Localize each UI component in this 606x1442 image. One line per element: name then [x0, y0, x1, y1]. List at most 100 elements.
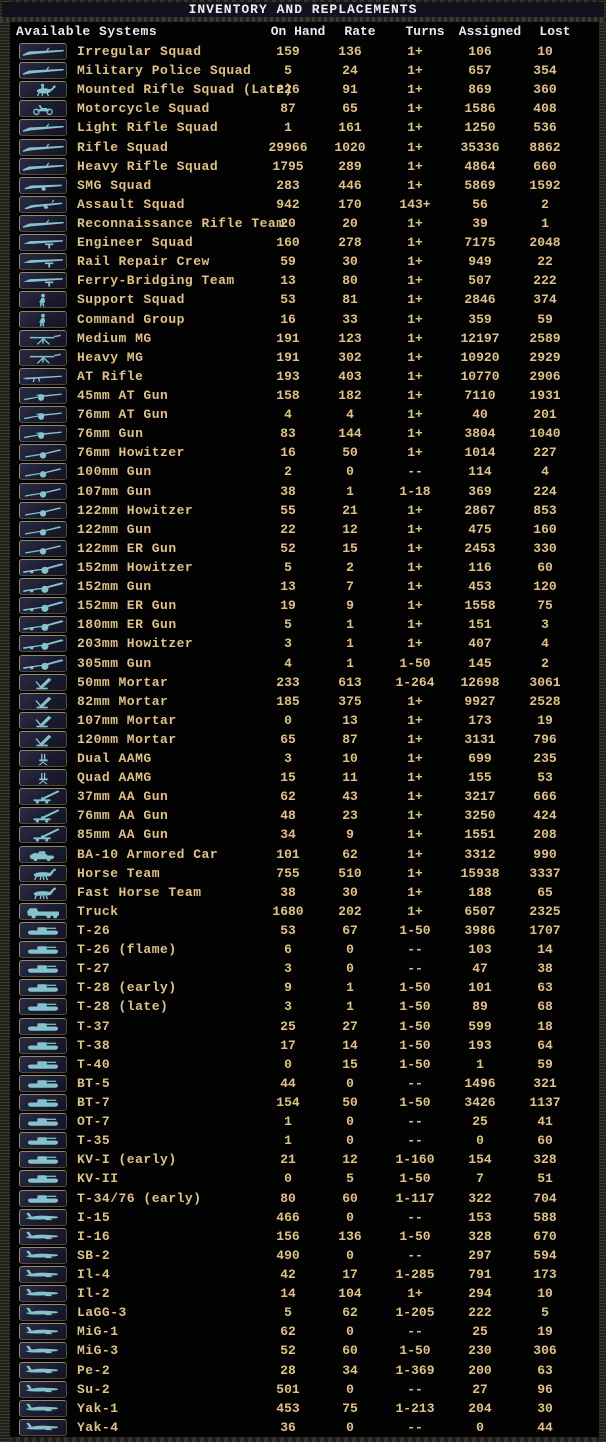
unit-icon-button[interactable]	[19, 367, 67, 385]
unit-icon-button[interactable]	[19, 1189, 67, 1207]
unit-icon-button[interactable]	[19, 1266, 67, 1283]
unit-icon-button[interactable]	[19, 62, 67, 80]
unit-icon-button[interactable]	[19, 730, 67, 748]
lost-value: 2	[541, 196, 549, 212]
unit-icon-button[interactable]	[19, 807, 67, 825]
unit-icon-button[interactable]	[19, 1151, 67, 1169]
unit-icon-button[interactable]	[19, 195, 67, 213]
unit-icon-button[interactable]	[19, 1399, 67, 1417]
unit-icon-button[interactable]	[19, 1361, 67, 1379]
unit-icon-button[interactable]	[19, 386, 67, 404]
unit-icon-button[interactable]	[19, 654, 67, 672]
unit-icon-button[interactable]	[19, 1132, 67, 1150]
unit-icon-button[interactable]	[19, 845, 67, 863]
unit-icon-button[interactable]	[19, 941, 67, 959]
turns-value: 1+	[407, 521, 423, 537]
system-name: 152mm Howitzer	[77, 559, 194, 575]
unit-icon-button[interactable]	[19, 406, 67, 424]
unit-icon-button[interactable]	[19, 1285, 67, 1303]
unit-icon-button[interactable]	[19, 597, 67, 615]
unit-icon-button[interactable]	[19, 176, 67, 194]
unit-icon-button[interactable]	[19, 1304, 67, 1322]
unit-icon-button[interactable]	[19, 1342, 67, 1360]
unit-icon-button[interactable]	[19, 788, 67, 806]
unit-icon-button[interactable]	[19, 1170, 67, 1188]
on-hand-value: 158	[276, 387, 300, 403]
tank-icon	[28, 1041, 58, 1050]
unit-icon-button[interactable]	[19, 425, 67, 443]
unit-icon-button[interactable]	[19, 444, 67, 462]
unit-icon-button[interactable]	[19, 558, 67, 576]
unit-icon-button[interactable]	[19, 253, 67, 271]
lost-value: 63	[537, 980, 553, 996]
unit-icon-button[interactable]	[19, 998, 67, 1016]
system-name: Mounted Rifle Squad (Late)	[77, 82, 293, 98]
unit-icon-button[interactable]	[19, 692, 67, 710]
unit-icon-button[interactable]	[19, 902, 67, 920]
system-name: BT-5	[77, 1075, 111, 1091]
turns-value: 1+	[407, 808, 423, 824]
unit-icon-button[interactable]	[19, 1380, 67, 1398]
unit-icon-button[interactable]	[19, 291, 67, 309]
unit-icon-button[interactable]	[19, 1227, 67, 1245]
unit-icon-button[interactable]	[19, 348, 67, 366]
unit-icon-button[interactable]	[19, 1036, 67, 1054]
unit-icon-button[interactable]	[19, 329, 67, 347]
unit-icon-button[interactable]	[19, 1094, 67, 1112]
unit-icon-button[interactable]	[19, 501, 67, 519]
assigned-value: 2846	[464, 292, 496, 308]
unit-icon-button[interactable]	[19, 1246, 67, 1264]
unit-icon-button[interactable]	[19, 769, 67, 787]
unit-icon-button[interactable]	[19, 1074, 67, 1092]
unit-icon-button[interactable]	[19, 616, 67, 634]
unit-icon-button[interactable]	[19, 673, 67, 691]
table-row: OT-7 1 0 -- 25 41	[0, 1112, 606, 1131]
unit-icon-button[interactable]	[19, 482, 67, 500]
unit-icon-button[interactable]	[19, 979, 67, 997]
unit-icon-button[interactable]	[19, 520, 67, 538]
unit-icon-button[interactable]	[19, 310, 67, 328]
rate-value: 65	[342, 101, 358, 117]
unit-icon-button[interactable]	[19, 864, 67, 882]
table-row: Truck 1680 202 1+ 6507 2325	[0, 902, 606, 921]
unit-icon-button[interactable]	[19, 157, 67, 175]
unit-icon-button[interactable]	[19, 883, 67, 901]
lost-value: 8862	[529, 139, 561, 155]
unit-icon-button[interactable]	[19, 100, 67, 118]
unit-icon-button[interactable]	[19, 272, 67, 290]
unit-icon-button[interactable]	[19, 539, 67, 557]
rate-value: 21	[342, 502, 358, 518]
lost-value: 227	[533, 445, 557, 461]
turns-value: 1+	[407, 540, 423, 556]
unit-icon-button[interactable]	[19, 711, 67, 729]
lost-value: 990	[533, 846, 557, 862]
unit-icon-button[interactable]	[19, 960, 67, 978]
unit-icon-button[interactable]	[19, 635, 67, 653]
plane-icon	[26, 1403, 59, 1411]
turns-value: --	[407, 1381, 423, 1397]
unit-icon-button[interactable]	[19, 826, 67, 844]
on-hand-value: 942	[276, 196, 300, 212]
unit-icon-button[interactable]	[19, 119, 67, 137]
lost-value: 224	[533, 483, 557, 499]
unit-icon-button[interactable]	[19, 750, 67, 768]
unit-icon-button[interactable]	[19, 43, 67, 60]
unit-icon-button[interactable]	[19, 1208, 67, 1226]
unit-icon-button[interactable]	[19, 138, 67, 156]
system-name: T-27	[77, 961, 111, 977]
assigned-value: 359	[468, 311, 492, 327]
unit-icon-button[interactable]	[19, 81, 67, 99]
on-hand-value: 5	[284, 559, 292, 575]
unit-icon-button[interactable]	[19, 234, 67, 252]
unit-icon-button[interactable]	[19, 1113, 67, 1131]
unit-icon-button[interactable]	[19, 463, 67, 481]
unit-icon-button[interactable]	[19, 214, 67, 232]
unit-icon-button[interactable]	[19, 1418, 67, 1436]
assigned-value: 7	[476, 1171, 484, 1187]
unit-icon-button[interactable]	[19, 1017, 67, 1035]
unit-icon-button[interactable]	[19, 578, 67, 596]
unit-icon-button[interactable]	[19, 922, 67, 940]
lost-value: 660	[533, 158, 557, 174]
unit-icon-button[interactable]	[19, 1323, 67, 1341]
unit-icon-button[interactable]	[19, 1055, 67, 1073]
